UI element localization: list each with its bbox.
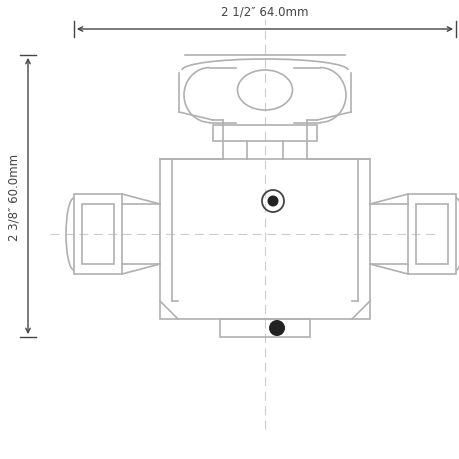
Text: 2 1/2″ 64.0mm: 2 1/2″ 64.0mm (221, 5, 308, 18)
Circle shape (269, 320, 285, 336)
Bar (160, 160, 369, 319)
Circle shape (267, 196, 278, 207)
Bar (407, 195, 455, 274)
Bar (415, 205, 447, 264)
Bar (213, 126, 316, 142)
Bar (74, 195, 122, 274)
Bar (82, 205, 114, 264)
Bar (219, 319, 309, 337)
Text: 2 3/8″ 60.0mm: 2 3/8″ 60.0mm (7, 153, 21, 240)
